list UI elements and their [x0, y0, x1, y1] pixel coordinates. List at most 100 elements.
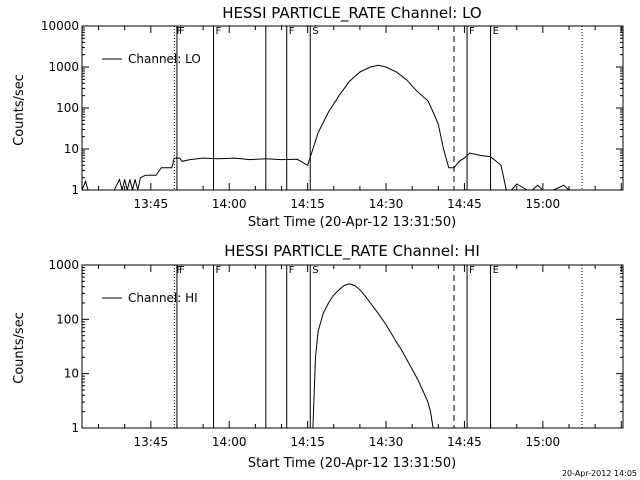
event-flag-label: F: [179, 26, 185, 37]
data-point: [505, 189, 507, 191]
x-tick-label: 14:15: [290, 197, 325, 211]
event-flag-label: F: [176, 265, 182, 276]
data-point: [552, 189, 554, 191]
data-point: [375, 309, 376, 311]
data-point: [396, 71, 397, 73]
event-flag-label: F: [216, 265, 222, 276]
data-point: [312, 148, 314, 150]
y-tick-label: 100: [56, 312, 79, 326]
data-point: [160, 167, 162, 169]
event-flag-label: F: [289, 26, 295, 37]
data-point: [458, 160, 460, 162]
data-point: [359, 71, 361, 73]
x-tick-label: 14:30: [369, 197, 404, 211]
data-point: [307, 164, 309, 166]
data-point: [563, 184, 565, 186]
x-tick-label: 14:45: [447, 197, 482, 211]
x-tick-label: 14:00: [212, 435, 247, 449]
data-point: [443, 148, 444, 150]
y-tick-label: 10000: [41, 19, 79, 33]
data-point: [385, 66, 387, 68]
data-point: [137, 189, 139, 191]
data-point: [218, 158, 220, 160]
x-tick-label: 14:00: [212, 197, 247, 211]
data-point: [119, 179, 120, 180]
data-point: [281, 159, 282, 161]
data-point: [317, 330, 319, 332]
data-point: [377, 64, 379, 66]
data-point: [427, 100, 429, 102]
data-point: [511, 189, 512, 191]
event-flag-label: F: [289, 265, 295, 276]
data-point: [124, 179, 126, 180]
data-point: [453, 167, 455, 169]
data-point: [155, 174, 157, 176]
data-point: [85, 181, 86, 183]
event-flag-label: S: [312, 265, 318, 276]
data-point: [113, 189, 115, 191]
data-point: [189, 159, 191, 161]
series-line: [312, 283, 434, 429]
data-point: [181, 160, 183, 162]
data-point: [343, 285, 345, 286]
data-point: [354, 285, 356, 286]
x-tick-label: 13:45: [134, 197, 169, 211]
data-point: [422, 389, 424, 391]
y-tick-label: 10: [64, 142, 79, 156]
x-tick-label: 14:45: [447, 435, 482, 449]
data-point: [296, 158, 298, 160]
x-tick-label: 13:45: [134, 435, 169, 449]
x-axis-label: Start Time (20-Apr-12 13:31:50): [248, 456, 456, 471]
event-flag-label: F: [469, 26, 475, 37]
panel-lo-channel: HESSI PARTICLE_RATE Channel: LO Counts/s…: [12, 4, 624, 230]
data-point: [479, 154, 481, 156]
data-point: [338, 289, 340, 291]
data-point: [322, 312, 324, 314]
data-point: [516, 183, 518, 185]
data-point: [265, 158, 267, 160]
chart-title: HESSI PARTICLE_RATE Channel: LO: [222, 4, 481, 23]
data-point: [317, 132, 319, 134]
y-axis-label: Counts/sec: [12, 312, 27, 384]
plot-frame: [81, 25, 624, 191]
event-flag-label: F: [176, 26, 182, 37]
data-point: [542, 189, 544, 191]
data-point: [121, 189, 123, 191]
x-tick-label: 15:00: [526, 197, 561, 211]
data-point: [432, 427, 434, 429]
chart-title: HESSI PARTICLE_RATE Channel: HI: [224, 242, 480, 261]
data-point: [406, 359, 408, 361]
data-point: [338, 95, 340, 97]
data-point: [568, 189, 570, 191]
data-point: [396, 341, 397, 343]
data-point: [526, 189, 528, 191]
data-point: [380, 316, 382, 318]
data-point: [333, 294, 335, 296]
x-axis-label: Start Time (20-Apr-12 13:31:50): [248, 215, 456, 230]
data-point: [427, 401, 429, 403]
data-point: [448, 167, 450, 169]
event-flag-label: S: [312, 26, 318, 37]
data-point: [349, 80, 350, 82]
data-point: [531, 189, 533, 191]
data-point: [432, 111, 434, 113]
y-tick-label: 1: [71, 183, 79, 197]
data-point: [179, 157, 180, 159]
series-line: [81, 64, 575, 191]
x-tick-label: 14:30: [369, 435, 404, 449]
y-tick-label: 1000: [48, 258, 79, 272]
legend-label: Channel: HI: [128, 291, 198, 305]
data-point: [234, 157, 235, 159]
timestamp: 20-Apr-2012 14:05: [562, 469, 637, 478]
data-point: [469, 152, 471, 154]
data-point: [87, 189, 89, 191]
data-point: [150, 174, 152, 176]
data-point: [490, 156, 491, 158]
event-flag-label: F: [216, 26, 222, 37]
data-point: [81, 189, 83, 191]
y-tick-label: 1000: [48, 60, 79, 74]
data-point: [437, 123, 439, 125]
plot-area: 1 10 100 1000 10000 13:45 14:00 14:15 14:30 14:45…: [41, 19, 624, 211]
y-tick-label: 1: [71, 421, 79, 435]
